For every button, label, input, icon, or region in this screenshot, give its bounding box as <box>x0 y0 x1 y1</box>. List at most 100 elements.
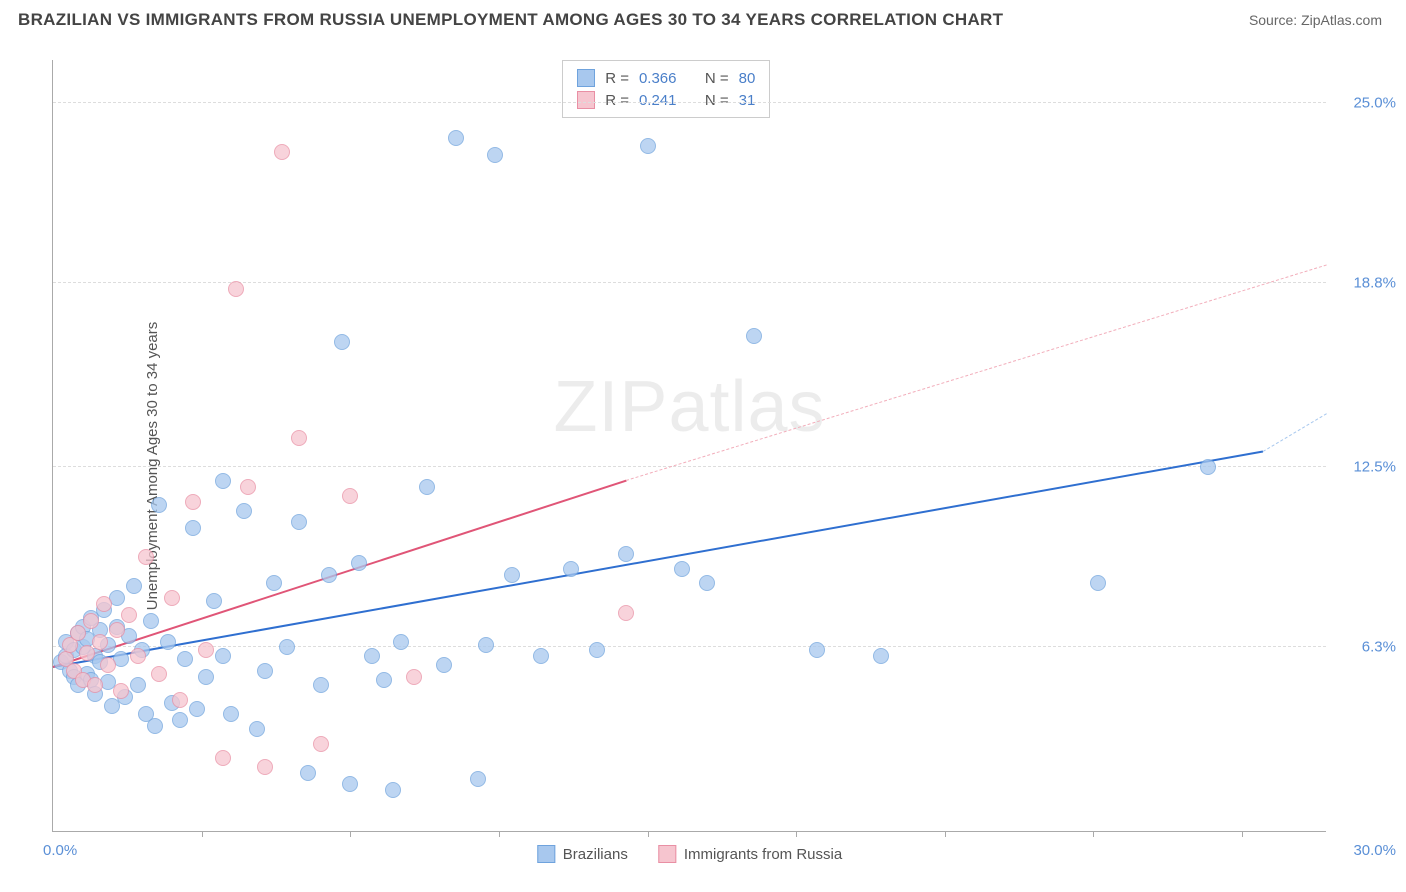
regression-line <box>53 450 1264 668</box>
data-point <box>533 648 549 664</box>
data-point <box>385 782 401 798</box>
data-point <box>1200 459 1216 475</box>
data-point <box>87 677 103 693</box>
data-point <box>291 514 307 530</box>
data-point <box>313 736 329 752</box>
stats-n-label: N = <box>705 70 729 87</box>
data-point <box>151 666 167 682</box>
x-origin-label: 0.0% <box>43 842 77 859</box>
data-point <box>185 520 201 536</box>
stats-n-value-0: 80 <box>739 70 756 87</box>
data-point <box>478 637 494 653</box>
data-point <box>236 503 252 519</box>
regression-dash <box>1263 414 1327 453</box>
stats-row-brazilians: R = 0.366 N = 80 <box>577 67 755 89</box>
data-point <box>448 130 464 146</box>
data-point <box>177 651 193 667</box>
data-point <box>470 771 486 787</box>
data-point <box>172 712 188 728</box>
data-point <box>160 634 176 650</box>
data-point <box>185 494 201 510</box>
chart-title: BRAZILIAN VS IMMIGRANTS FROM RUSSIA UNEM… <box>18 10 1003 30</box>
bottom-legend: Brazilians Immigrants from Russia <box>537 845 842 863</box>
data-point <box>198 669 214 685</box>
x-tick <box>1242 831 1243 837</box>
data-point <box>189 701 205 717</box>
stats-r-label: R = <box>605 92 629 109</box>
data-point <box>164 590 180 606</box>
data-point <box>809 642 825 658</box>
data-point <box>618 546 634 562</box>
data-point <box>249 721 265 737</box>
data-point <box>873 648 889 664</box>
regression-dash <box>626 265 1327 482</box>
data-point <box>266 575 282 591</box>
data-point <box>92 634 108 650</box>
data-point <box>100 657 116 673</box>
x-tick <box>202 831 203 837</box>
data-point <box>342 776 358 792</box>
data-point <box>215 648 231 664</box>
y-tick-label: 18.8% <box>1336 275 1396 292</box>
data-point <box>83 613 99 629</box>
swatch-russia <box>577 91 595 109</box>
y-tick-label: 12.5% <box>1336 458 1396 475</box>
stats-n-value-1: 31 <box>739 92 756 109</box>
data-point <box>147 718 163 734</box>
data-point <box>351 555 367 571</box>
data-point <box>291 430 307 446</box>
data-point <box>746 328 762 344</box>
data-point <box>504 567 520 583</box>
data-point <box>79 645 95 661</box>
data-point <box>406 669 422 685</box>
stats-n-label: N = <box>705 92 729 109</box>
data-point <box>138 549 154 565</box>
legend-label-1: Immigrants from Russia <box>684 846 842 863</box>
watermark: ZIPatlas <box>553 366 825 448</box>
gridline-h <box>53 466 1326 467</box>
x-tick <box>648 831 649 837</box>
data-point <box>143 613 159 629</box>
chart-source: Source: ZipAtlas.com <box>1249 12 1382 28</box>
data-point <box>240 479 256 495</box>
data-point <box>126 578 142 594</box>
x-tick <box>499 831 500 837</box>
data-point <box>1090 575 1106 591</box>
gridline-h <box>53 646 1326 647</box>
chart-header: BRAZILIAN VS IMMIGRANTS FROM RUSSIA UNEM… <box>0 0 1406 36</box>
data-point <box>279 639 295 655</box>
correlation-stats-box: R = 0.366 N = 80 R = 0.241 N = 31 <box>562 60 770 118</box>
data-point <box>151 497 167 513</box>
data-point <box>300 765 316 781</box>
x-tick <box>350 831 351 837</box>
data-point <box>674 561 690 577</box>
stats-r-value-0: 0.366 <box>639 70 677 87</box>
data-point <box>376 672 392 688</box>
legend-label-0: Brazilians <box>563 846 628 863</box>
data-point <box>274 144 290 160</box>
regression-line <box>53 479 627 668</box>
data-point <box>342 488 358 504</box>
stats-row-russia: R = 0.241 N = 31 <box>577 89 755 111</box>
data-point <box>364 648 380 664</box>
data-point <box>223 706 239 722</box>
legend-swatch-brazilians <box>537 845 555 863</box>
data-point <box>321 567 337 583</box>
gridline-h <box>53 282 1326 283</box>
data-point <box>215 750 231 766</box>
legend-item-russia: Immigrants from Russia <box>658 845 842 863</box>
x-tick <box>796 831 797 837</box>
data-point <box>334 334 350 350</box>
data-point <box>70 625 86 641</box>
chart-container: Unemployment Among Ages 30 to 34 years Z… <box>0 40 1406 892</box>
data-point <box>436 657 452 673</box>
stats-r-label: R = <box>605 70 629 87</box>
plot-area: ZIPatlas R = 0.366 N = 80 R = 0.241 N = … <box>52 60 1326 832</box>
watermark-bold: ZIP <box>553 367 668 447</box>
data-point <box>206 593 222 609</box>
data-point <box>109 622 125 638</box>
data-point <box>393 634 409 650</box>
data-point <box>618 605 634 621</box>
legend-swatch-russia <box>658 845 676 863</box>
data-point <box>419 479 435 495</box>
